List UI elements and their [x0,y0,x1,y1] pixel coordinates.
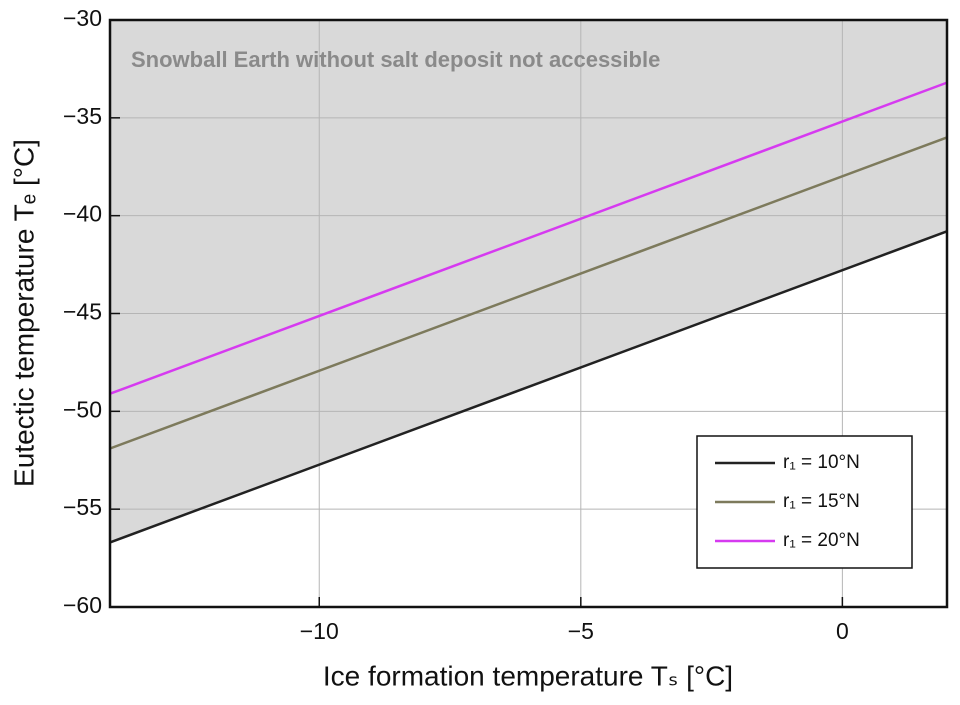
data-line [109,81,948,395]
data-line [109,136,948,450]
y-tick-label: −35 [63,103,102,129]
y-tick-label: −50 [63,396,102,422]
legend: r₁ = 10°N r₁ = 15°N r₁ = 20°N [715,452,860,551]
y-tick-label: −30 [63,5,102,31]
x-tick-label: −5 [568,618,594,644]
y-tick-label: −60 [63,592,102,618]
x-tick-label: −10 [300,618,339,644]
legend-label: r₁ = 20°N [783,530,860,551]
data-line [109,230,948,544]
legend-label: r₁ = 10°N [783,452,860,473]
y-axis-label: Eutectic temperature Tₑ [°C] [8,139,39,487]
annotation: Snowball Earth without salt deposit not … [131,47,660,72]
y-tick-label: −45 [63,299,102,325]
y-tick-label: −55 [63,494,102,520]
y-tick-label: −40 [63,201,102,227]
plot-frame [108,18,949,609]
line-layer [109,81,948,544]
legend-label: r₁ = 15°N [783,491,860,512]
x-axis-label: Ice formation temperature Tₛ [°C] [323,660,733,691]
x-tick-label: 0 [836,618,849,644]
